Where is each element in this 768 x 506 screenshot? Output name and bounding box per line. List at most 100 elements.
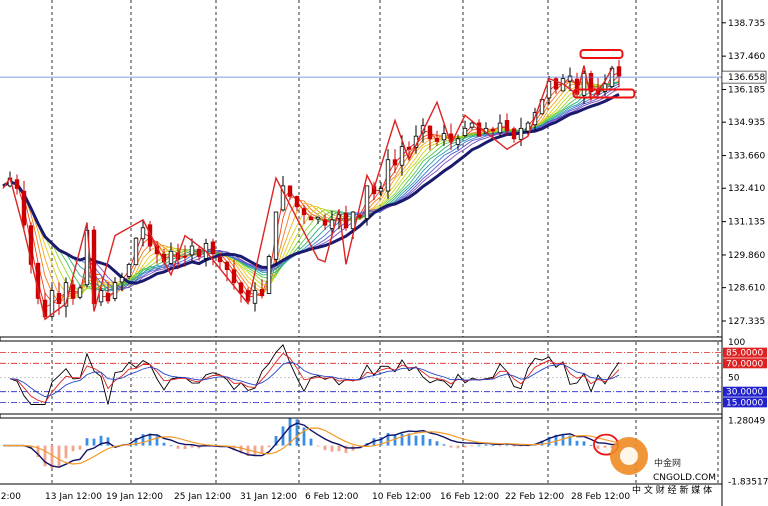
candle-body [406, 146, 412, 150]
candle-body [455, 138, 461, 145]
macd-histogram-bar [323, 445, 327, 451]
macd-histogram-bar [554, 434, 558, 446]
macd-histogram-bar [316, 445, 320, 447]
osc-tick-label-2: 70.0000 [726, 359, 763, 369]
macd-histogram-bar [162, 442, 166, 446]
macd-histogram-bar [449, 445, 453, 448]
panel-separator-0 [0, 336, 723, 342]
candle-body [259, 289, 265, 297]
macd-histogram-bar [134, 437, 138, 446]
candle-body [77, 287, 83, 298]
ma-ribbon-9 [2, 81, 620, 292]
macd-histogram-bar [246, 445, 250, 456]
macd-histogram-bar [463, 445, 467, 448]
macd-histogram-bar [393, 435, 397, 446]
candle-body [14, 179, 20, 189]
osc-line-fast [9, 343, 620, 405]
macd-histogram-bar [435, 441, 439, 446]
highlight-box-0 [579, 49, 624, 60]
macd-histogram-bar [442, 444, 446, 446]
macd-histogram-bar [260, 445, 264, 454]
candle-body [217, 256, 223, 263]
candle-body [385, 159, 391, 192]
macd-histogram-bar [386, 433, 390, 446]
candle-body [315, 216, 321, 220]
panel-separator-1 [0, 413, 723, 419]
macd-histogram-bar [43, 445, 47, 467]
macd-histogram-bar [190, 445, 194, 448]
candle-body [546, 80, 552, 99]
macd-tick-label-1: -1.83517 [728, 478, 768, 488]
macd-histogram-bar [330, 445, 334, 452]
candle-body [301, 208, 307, 216]
candle-body [238, 282, 244, 294]
macd-histogram-bar [288, 418, 292, 446]
osc-line-mid [9, 352, 620, 403]
macd-histogram-bar [491, 445, 495, 447]
cngold-watermark: 中金网 CNGOLD.COM 中 文 财 经 新 媒 体 [610, 437, 716, 496]
candle-body [273, 211, 279, 260]
macd-histogram-bar [498, 445, 502, 447]
macd-histogram-bar [169, 445, 173, 447]
candle-body [525, 122, 531, 132]
candle-body [497, 122, 503, 134]
time-tick-label-2: 19 Jan 12:00 [106, 492, 163, 502]
price-tick-label-7: 129.860 [728, 251, 765, 261]
candle-body [553, 78, 559, 90]
macd-histogram-bar [456, 445, 460, 449]
price-tick-label-8: 128.610 [728, 284, 765, 294]
time-tick-label-0: 12:00 [0, 492, 21, 502]
candle-body [56, 293, 62, 305]
macd-histogram-bar [232, 445, 236, 451]
time-tick-label-6: 10 Feb 12:00 [372, 492, 431, 502]
macd-histogram-bar [610, 445, 614, 449]
macd-histogram-bar [519, 445, 523, 447]
macd-histogram-bar [99, 435, 103, 446]
candle-body [280, 185, 286, 211]
macd-histogram-bar [71, 445, 75, 452]
macd-histogram-bar [64, 445, 68, 459]
time-tick-label-4: 31 Jan 12:00 [240, 492, 297, 502]
candle-body [224, 261, 230, 270]
macd-histogram-bar [302, 427, 306, 446]
macd-histogram-bar [106, 437, 110, 446]
candle-body [588, 73, 594, 93]
macd-histogram-bar [540, 440, 544, 446]
macd-histogram-bar [183, 445, 187, 450]
candle-body [147, 224, 153, 247]
highlight-box-1 [572, 88, 636, 99]
candle-body [469, 122, 475, 128]
candle-body [140, 227, 146, 240]
candle-body [231, 269, 237, 284]
price-panel [0, 49, 722, 321]
osc-tick-label-1: 85.0000 [726, 349, 763, 359]
candle-body [602, 83, 608, 92]
candle-body [196, 248, 202, 257]
candle-body [518, 127, 524, 140]
candle-body [378, 188, 384, 192]
candle-body [308, 216, 314, 221]
zigzag-line [2, 65, 613, 321]
macd-tick-label-0: 1.28049 [728, 416, 765, 426]
macd-histogram-bar [421, 435, 425, 446]
osc-level-tag-4 [723, 386, 767, 397]
candle-body [343, 212, 349, 229]
candle-body [329, 219, 335, 229]
macd-histogram-bar [477, 445, 481, 447]
candle-body [420, 125, 426, 134]
slow-moving-average [2, 92, 620, 285]
macd-histogram-bar [78, 445, 82, 450]
candle-body [189, 245, 195, 256]
macd-histogram-bar [239, 445, 243, 454]
macd-histogram-bar [603, 445, 607, 448]
osc-tick-label-5: 15.0000 [726, 398, 763, 408]
candle-body [567, 75, 573, 82]
candle-body [427, 125, 433, 140]
macd-histogram-bar [57, 445, 61, 467]
macd-histogram-bar [50, 445, 54, 469]
macd-histogram-bar [197, 445, 201, 449]
candle-body [350, 211, 356, 230]
osc-tick-label-4: 30.0000 [726, 388, 763, 398]
